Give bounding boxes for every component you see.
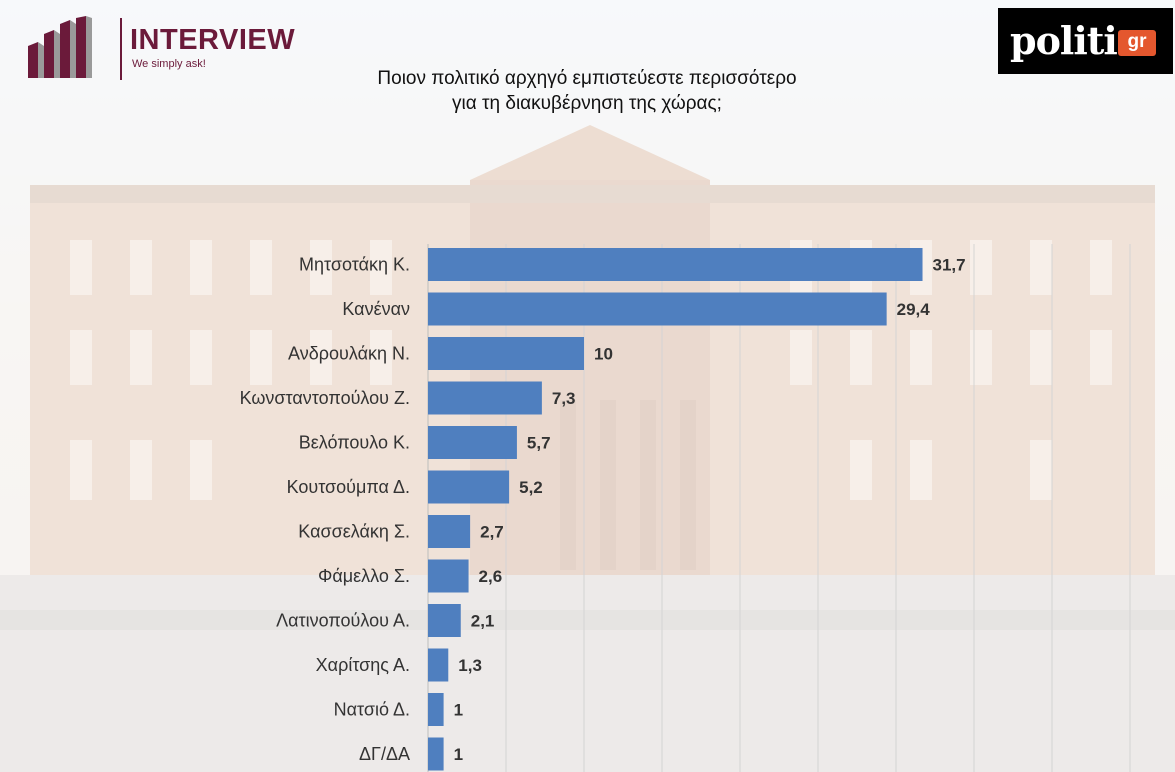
politic-logo: politic gr xyxy=(998,8,1173,74)
brand-name: INTERVIEW xyxy=(130,24,296,56)
bar xyxy=(428,559,469,593)
category-label: Φάμελλο Σ. xyxy=(318,566,410,586)
value-label: 31,7 xyxy=(933,256,966,275)
value-label: 29,4 xyxy=(897,300,931,319)
category-label: Ανδρουλάκη Ν. xyxy=(288,344,410,364)
category-label: Κωνσταντοπούλου Ζ. xyxy=(240,388,410,408)
interview-bars-icon xyxy=(28,16,92,78)
bar xyxy=(428,693,444,726)
brand-tagline: We simply ask! xyxy=(132,58,206,70)
value-label: 1 xyxy=(454,701,463,720)
chart-title-line-1: Ποιον πολιτικό αρχηγό εμπιστεύεστε περισ… xyxy=(377,68,797,89)
bar xyxy=(428,648,449,682)
bar xyxy=(428,337,584,370)
interview-logo: INTERVIEW We simply ask! xyxy=(26,16,295,82)
bar xyxy=(428,426,517,459)
category-label: Κουτσούμπα Δ. xyxy=(287,477,410,497)
value-label: 2,7 xyxy=(480,523,504,542)
value-label: 2,6 xyxy=(479,567,503,586)
bar xyxy=(428,248,923,281)
value-label: 7,3 xyxy=(552,389,576,408)
chart-title-line-2: για τη διακυβέρνηση της χώρας; xyxy=(452,93,722,114)
category-label: Κασσελάκη Σ. xyxy=(298,522,410,542)
bar xyxy=(428,515,471,548)
category-label: Μητσοτάκη Κ. xyxy=(299,255,410,275)
bar xyxy=(428,604,461,637)
bar xyxy=(428,737,444,771)
value-label: 5,7 xyxy=(527,434,551,453)
chart-title: Ποιον πολιτικό αρχηγό εμπιστεύεστε περισ… xyxy=(237,66,937,116)
logo-divider xyxy=(120,18,122,80)
bar xyxy=(428,381,542,415)
value-label: 2,1 xyxy=(471,612,495,631)
value-label: 1 xyxy=(454,745,463,764)
category-label: Βελόπουλο Κ. xyxy=(299,433,410,453)
value-label: 1,3 xyxy=(458,656,482,675)
bar xyxy=(428,292,887,326)
value-label: 5,2 xyxy=(519,478,543,497)
category-label: Κανέναν xyxy=(342,299,410,319)
politic-logo-suffix: gr xyxy=(1118,30,1156,56)
bar xyxy=(428,470,510,504)
category-label: Λατινοπούλου Α. xyxy=(276,611,410,631)
category-label: Χαρίτσης Α. xyxy=(316,655,410,675)
value-label: 10 xyxy=(594,345,613,364)
category-label: Νατσιό Δ. xyxy=(334,700,410,720)
category-label: ΔΓ/ΔΑ xyxy=(359,744,410,764)
